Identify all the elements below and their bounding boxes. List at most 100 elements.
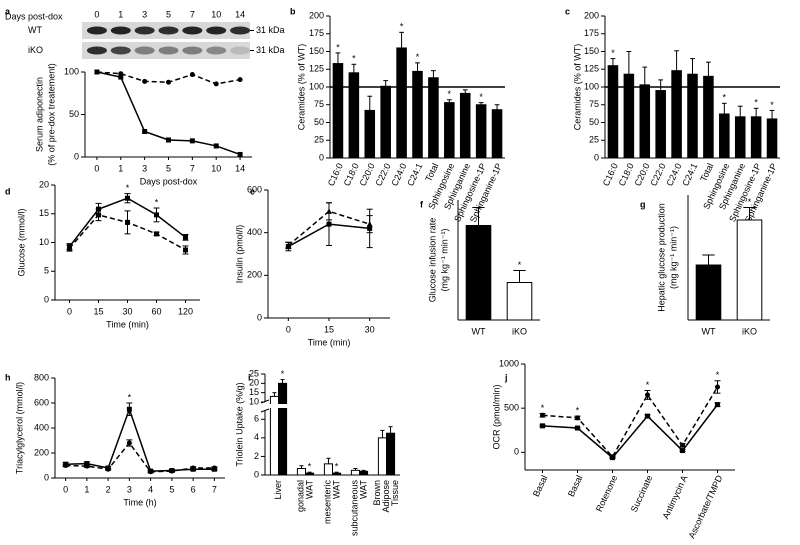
bar bbox=[766, 118, 778, 159]
y-axis-label: Hepatic glucose production bbox=[656, 203, 666, 312]
marker bbox=[63, 461, 69, 467]
bar bbox=[386, 432, 396, 476]
lane-label: 5 bbox=[166, 9, 171, 19]
marker bbox=[285, 244, 291, 250]
y-tick-label: 6 bbox=[254, 414, 259, 424]
significance: * bbox=[336, 42, 340, 52]
bar bbox=[639, 84, 651, 159]
x-axis-label: Days post-dox bbox=[140, 176, 198, 186]
marker bbox=[326, 221, 332, 227]
bar bbox=[465, 225, 492, 321]
bar bbox=[444, 102, 455, 159]
marker bbox=[94, 69, 100, 75]
y-axis-label: Insulin (pmol/l) bbox=[234, 225, 244, 284]
marker bbox=[96, 206, 101, 212]
bar bbox=[607, 65, 619, 159]
y-tick-label: 10 bbox=[249, 396, 259, 406]
significance: * bbox=[748, 197, 752, 207]
y-tick-label: 4 bbox=[254, 432, 259, 442]
series-line bbox=[542, 386, 719, 459]
x-tick-label: 4 bbox=[148, 484, 153, 494]
y-tick-label: 100 bbox=[64, 66, 79, 76]
significance: * bbox=[518, 260, 522, 270]
y-tick-label: 5 bbox=[44, 266, 49, 276]
marker bbox=[575, 415, 580, 421]
blot-band bbox=[182, 26, 203, 35]
y-tick-label: 150 bbox=[584, 46, 599, 56]
y-tick-label: 15 bbox=[249, 387, 259, 397]
y-tick-label: 15 bbox=[39, 208, 49, 218]
y-tick-label: 0 bbox=[44, 294, 49, 304]
x-tick-label: Rotenone bbox=[594, 474, 620, 514]
marker bbox=[213, 143, 219, 149]
y-tick-label: 50 bbox=[314, 117, 324, 127]
x-tick-label: Antimycin A bbox=[661, 474, 690, 521]
x-tick-label: C24:1 bbox=[680, 162, 699, 188]
series-line bbox=[287, 210, 370, 247]
y-tick-label: 2 bbox=[254, 451, 259, 461]
marker bbox=[126, 406, 132, 412]
marker bbox=[154, 212, 159, 218]
y-axis-label: (% of pre-dox treatement) bbox=[46, 63, 56, 166]
x-tick-label: 30 bbox=[122, 306, 132, 316]
significance: * bbox=[400, 22, 404, 32]
blot-band bbox=[158, 46, 179, 55]
bar bbox=[359, 470, 369, 476]
y-tick-label: 150 bbox=[309, 46, 324, 56]
series-line bbox=[542, 404, 719, 459]
y-tick-label: 75 bbox=[314, 99, 324, 109]
marker bbox=[237, 77, 243, 83]
bar bbox=[719, 113, 730, 159]
bar bbox=[278, 382, 288, 476]
x-tick-label: 14 bbox=[235, 163, 245, 173]
y-tick-label: 100 bbox=[309, 81, 324, 91]
x-axis-label: Time (min) bbox=[106, 319, 149, 329]
marker bbox=[183, 234, 188, 240]
panel-label: c bbox=[565, 6, 570, 16]
bar bbox=[350, 469, 360, 476]
x-tick-label: 7 bbox=[190, 163, 195, 173]
panel-label: j bbox=[504, 372, 508, 382]
y-axis-label: Triacylglycerol (mmol/l) bbox=[14, 382, 24, 474]
x-tick-label: 3 bbox=[142, 163, 147, 173]
y-tick-label: 800 bbox=[34, 372, 49, 382]
marker bbox=[169, 468, 175, 473]
y-tick-label: 100 bbox=[584, 81, 599, 91]
marker bbox=[154, 231, 159, 237]
marker bbox=[125, 219, 130, 225]
panel-label: a bbox=[5, 6, 11, 16]
y-axis-label: Ceramides (% of WT) bbox=[296, 44, 306, 131]
blot-band bbox=[110, 26, 131, 35]
x-tick-label: 120 bbox=[178, 306, 193, 316]
significance: * bbox=[352, 54, 356, 64]
x-tick-label: Succinate bbox=[629, 474, 655, 514]
x-tick-label: iKO bbox=[512, 326, 527, 336]
bar bbox=[332, 63, 344, 159]
blot-background bbox=[82, 42, 250, 59]
x-axis-label: Time (min) bbox=[308, 337, 351, 347]
bar bbox=[703, 75, 714, 159]
x-tick-label: WT bbox=[702, 326, 716, 336]
axis-gap bbox=[266, 404, 401, 408]
y-tick-label: 50 bbox=[69, 109, 79, 119]
y-tick-label: 0 bbox=[319, 152, 324, 162]
marker bbox=[142, 78, 148, 84]
marker bbox=[680, 442, 685, 448]
x-axis-label: Time (h) bbox=[123, 497, 156, 507]
y-tick-label: 600 bbox=[247, 184, 262, 194]
bar bbox=[736, 219, 763, 321]
x-tick-label: 60 bbox=[151, 306, 161, 316]
lane-label: 7 bbox=[190, 9, 195, 19]
y-tick-label: 125 bbox=[584, 64, 599, 74]
blot-band bbox=[206, 46, 227, 55]
x-tick-label: Tissue bbox=[390, 480, 400, 506]
panel-label: d bbox=[5, 186, 11, 196]
y-tick-label: 25 bbox=[249, 368, 259, 378]
bar bbox=[655, 90, 666, 159]
x-tick-label: 2 bbox=[106, 484, 111, 494]
y-tick-label: 10 bbox=[39, 237, 49, 247]
significance: * bbox=[155, 197, 159, 207]
x-tick-label: Ascorbate/TMPD bbox=[686, 473, 724, 540]
marker bbox=[118, 74, 124, 80]
bar bbox=[377, 437, 387, 476]
